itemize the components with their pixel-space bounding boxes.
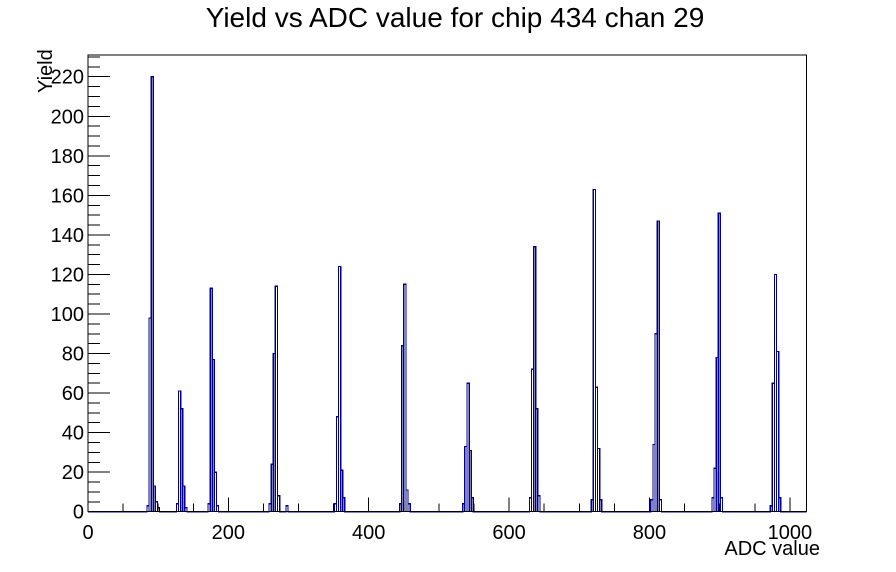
axes — [87, 54, 808, 513]
y-tick-label: 160 — [51, 185, 84, 207]
x-tick-label: 400 — [352, 522, 385, 544]
x-tick-label: 1000 — [768, 522, 813, 544]
x-axis-title: ADC value — [724, 538, 820, 560]
x-tick-label: 600 — [492, 522, 525, 544]
x-tick-label: 0 — [82, 522, 93, 544]
chart-title: Yield vs ADC value for chip 434 chan 29 — [206, 2, 705, 33]
y-tick-label: 120 — [51, 264, 84, 286]
y-tick-label: 220 — [51, 67, 84, 89]
x-tick-label: 800 — [633, 522, 666, 544]
y-tick-label: 140 — [51, 225, 84, 247]
y-tick-label: 40 — [62, 423, 84, 445]
histogram-line — [88, 76, 807, 513]
y-axis-title: Yield — [35, 49, 57, 93]
y-tick-label: 80 — [62, 344, 84, 366]
histogram-series — [88, 76, 807, 513]
y-tick-label: 0 — [73, 502, 84, 524]
y-tick-label: 20 — [62, 462, 84, 484]
plot-frame — [87, 54, 808, 513]
y-tick-label: 200 — [51, 106, 84, 128]
y-tick-label: 60 — [62, 383, 84, 405]
x-tick-label: 200 — [212, 522, 245, 544]
y-tick-label: 100 — [51, 304, 84, 326]
y-tick-label: 180 — [51, 146, 84, 168]
tick-labels: 0 200 400 600 800 1000 0 20 40 60 80 100 120 140 160 18… — [51, 67, 812, 544]
